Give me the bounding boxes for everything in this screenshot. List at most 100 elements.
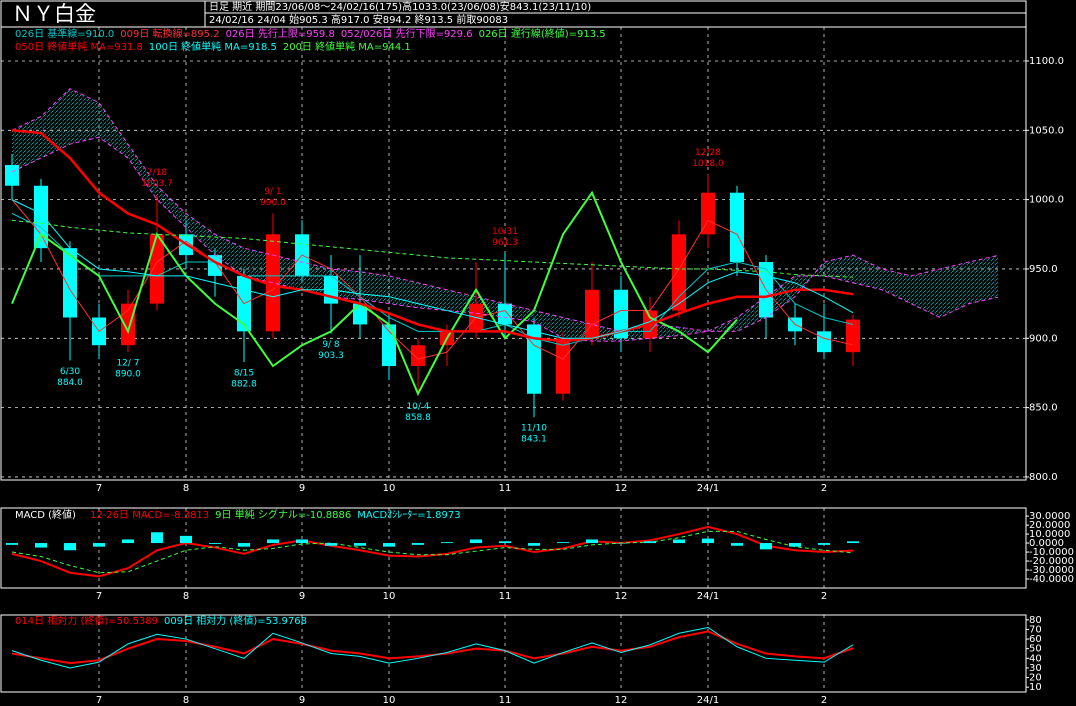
annotation-date: 11/10 xyxy=(521,424,547,434)
histogram-bar xyxy=(6,543,18,545)
y-tick-label: 850.0 xyxy=(1029,403,1058,414)
series-line xyxy=(11,530,854,574)
cloud xyxy=(302,262,331,297)
histogram-bar xyxy=(499,541,511,544)
annotation-date: 10/ 4 xyxy=(406,402,429,412)
y-tick-label: 60 xyxy=(1029,634,1042,645)
candle-body xyxy=(846,319,860,353)
histogram-bar xyxy=(354,543,366,546)
candle-body xyxy=(353,303,367,325)
x-tick-label: 7 xyxy=(96,695,102,706)
y-tick-label: 10 xyxy=(1029,682,1042,693)
x-tick-label: 8 xyxy=(183,695,189,706)
x-tick-label: 12 xyxy=(615,591,628,602)
cloud xyxy=(969,255,998,304)
legend-entry: 026日 基準線=910.0 xyxy=(15,27,114,40)
histogram-bar xyxy=(296,539,308,544)
histogram-bar xyxy=(557,542,569,544)
cloud xyxy=(621,324,650,342)
legend-entry: 200日 終値単純 MA=944.1 xyxy=(283,40,411,53)
candle-body xyxy=(585,289,599,339)
cloud xyxy=(882,268,911,304)
annotation-value: 882.8 xyxy=(231,380,257,390)
x-tick-label: 8 xyxy=(183,591,189,602)
panel-border xyxy=(0,507,1027,589)
cloud xyxy=(418,282,447,311)
histogram-bar xyxy=(470,539,482,544)
cloud xyxy=(389,275,418,308)
legend-entry: 026日 先行上限=959.8 xyxy=(226,27,335,40)
annotation-value: 990.0 xyxy=(260,198,286,208)
legend-entry: 052/026日 先行下限=929.6 xyxy=(341,27,473,40)
candle-body xyxy=(614,289,628,339)
y-tick-label: 800.0 xyxy=(1029,472,1058,483)
legend-entry: 014日 相対力 (終値)=50.5389 xyxy=(15,614,158,627)
histogram-bar xyxy=(238,543,250,547)
candle-body xyxy=(498,303,512,325)
x-tick-label: 2 xyxy=(821,695,827,706)
cloud xyxy=(737,296,766,332)
legend-entry: 9日 単純 シグナル=-10.8886 xyxy=(215,508,351,521)
panel-border xyxy=(0,26,1027,481)
cloud xyxy=(215,234,244,276)
candle-body xyxy=(701,192,715,235)
annotation-date: 9/ 8 xyxy=(322,340,340,350)
cloud xyxy=(679,327,708,336)
histogram-bar xyxy=(528,543,540,546)
x-tick-label: 10 xyxy=(383,483,396,494)
plot-area xyxy=(11,615,854,692)
histogram-bar xyxy=(847,541,859,544)
legend-entry: 009日 転換線=895.2 xyxy=(120,27,219,40)
y-tick-label: 950.0 xyxy=(1029,264,1058,275)
x-tick-label: 9 xyxy=(299,695,305,706)
x-tick-label: 12 xyxy=(615,695,628,706)
candle-body xyxy=(411,345,425,367)
y-tick-label: 20.0000 xyxy=(1029,520,1070,531)
plot-area xyxy=(1,27,1026,480)
chart-title: ＮＹ白金 xyxy=(12,2,96,26)
y-tick-label: 900.0 xyxy=(1029,333,1058,344)
candle-body xyxy=(63,248,77,318)
histogram-bar xyxy=(180,535,192,544)
x-tick-label: 2 xyxy=(821,591,827,602)
annotation-date: 10/31 xyxy=(492,227,518,237)
x-tick-label: 11 xyxy=(499,483,512,494)
cloud xyxy=(99,102,128,159)
histogram-bar xyxy=(818,543,830,545)
legend-entry: 009日 相対力 (終値)=53.9768 xyxy=(164,614,307,627)
cloud xyxy=(186,213,215,256)
x-tick-label: 24/1 xyxy=(697,483,719,494)
x-tick-label: 8 xyxy=(183,483,189,494)
legend-entry: 12-26日 MACD=-8.3813 xyxy=(90,510,209,521)
x-tick-label: 9 xyxy=(299,591,305,602)
annotation-date: 12/28 xyxy=(695,148,721,158)
annotation-value: 858.8 xyxy=(405,413,431,423)
info-line: 日足 期近 期間23/06/08～24/02/16(175)高1033.0(23… xyxy=(209,0,591,13)
annotation-value: 884.0 xyxy=(57,378,83,388)
histogram-bar xyxy=(325,543,337,546)
annotation-date: 12/ 7 xyxy=(116,359,139,369)
histogram-bar xyxy=(731,543,743,546)
candle-body xyxy=(5,164,19,186)
x-tick-label: 9 xyxy=(299,483,305,494)
histogram-bar xyxy=(209,543,221,544)
cloud xyxy=(360,271,389,304)
y-tick-label: -10.0000 xyxy=(1029,547,1074,558)
annotation-value: 1018.0 xyxy=(692,159,724,169)
cloud xyxy=(244,248,273,283)
y-tick-label: -30.0000 xyxy=(1029,565,1074,576)
y-tick-label: 30 xyxy=(1029,663,1042,674)
histogram-bar xyxy=(412,543,424,545)
y-tick-label: -40.0000 xyxy=(1029,574,1074,585)
y-tick-label: 30.0000 xyxy=(1029,511,1070,522)
cloud xyxy=(766,275,795,318)
candle-body xyxy=(121,303,135,346)
histogram-bar xyxy=(586,539,598,544)
y-tick-label: 40 xyxy=(1029,653,1042,664)
annotation-date: 7/18 xyxy=(147,168,167,178)
annotation-value: 903.3 xyxy=(318,351,344,361)
y-tick-label: 1000.0 xyxy=(1029,195,1064,206)
y-tick-label: 20 xyxy=(1029,673,1042,684)
